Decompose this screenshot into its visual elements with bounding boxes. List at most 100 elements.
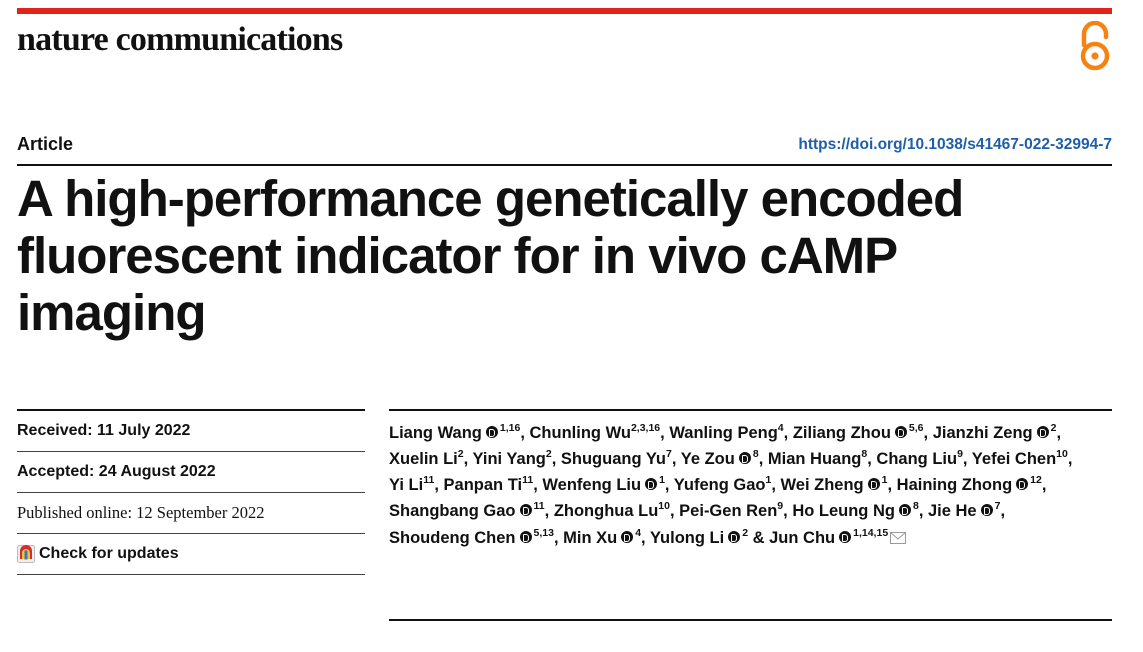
affiliation-superscript: 11 bbox=[533, 500, 545, 513]
author-separator: , bbox=[1041, 476, 1047, 495]
orcid-icon[interactable] bbox=[980, 504, 993, 517]
author-name-text: Jianzhi Zeng bbox=[932, 423, 1033, 442]
author-name[interactable]: Wanling Peng4, bbox=[669, 422, 788, 442]
author-name[interactable]: Jun Chu 1,14,15 bbox=[769, 527, 907, 547]
author-separator: , bbox=[544, 502, 550, 521]
author-name-text: Ziliang Zhou bbox=[792, 423, 891, 442]
author-name[interactable]: Yefei Chen10, bbox=[971, 449, 1073, 468]
author-separator: , bbox=[660, 423, 665, 442]
affiliation-superscript: 11 bbox=[522, 474, 534, 487]
affiliation-superscript: 2 bbox=[1050, 421, 1057, 434]
orcid-icon[interactable] bbox=[1016, 478, 1029, 491]
article-type-label: Article bbox=[17, 134, 74, 154]
author-name[interactable]: Ye Zou 8, bbox=[681, 447, 764, 468]
orcid-icon[interactable] bbox=[519, 504, 532, 517]
author-separator: , bbox=[434, 476, 439, 495]
orcid-icon[interactable] bbox=[867, 478, 880, 491]
orcid-icon[interactable] bbox=[738, 451, 751, 464]
affiliation-superscript: 5,13 bbox=[533, 526, 554, 539]
author-name[interactable]: Wei Zheng 1, bbox=[780, 474, 893, 495]
orcid-icon[interactable] bbox=[645, 478, 658, 491]
affiliation-superscript: 2 bbox=[545, 447, 552, 460]
affiliation-superscript: 5,6 bbox=[908, 421, 924, 434]
author-name[interactable]: Yini Yang2, bbox=[473, 447, 557, 468]
author-separator: , bbox=[962, 449, 968, 468]
author-name[interactable]: Shoudeng Chen 5,13, bbox=[389, 526, 559, 546]
divider bbox=[17, 491, 365, 493]
author-name-text: Pei-Gen Ren bbox=[679, 502, 778, 521]
affiliation-superscript: 11 bbox=[423, 474, 435, 487]
author-name-text: Panpan Ti bbox=[443, 476, 523, 495]
doi-link[interactable]: https://doi.org/10.1038/s41467-022-32994… bbox=[798, 136, 1112, 153]
author-separator: , bbox=[664, 476, 670, 495]
affiliation-superscript: 1 bbox=[881, 474, 888, 487]
author-separator: , bbox=[463, 449, 469, 468]
author-separator: , bbox=[1067, 449, 1073, 468]
orcid-icon[interactable] bbox=[621, 530, 634, 543]
author-name[interactable]: Chang Liu9, bbox=[876, 449, 968, 468]
author-name[interactable]: Mian Huang8, bbox=[767, 447, 872, 468]
author-name[interactable]: Ziliang Zhou 5,6, bbox=[792, 421, 929, 442]
author-name-text: Yi Li bbox=[389, 476, 424, 495]
author-name[interactable]: Pei-Gen Ren9, bbox=[679, 501, 788, 521]
journal-name[interactable]: nature communications bbox=[17, 21, 343, 58]
author-name-text: Yefei Chen bbox=[971, 449, 1057, 468]
email-icon[interactable] bbox=[890, 531, 907, 544]
author-name-text: Yufeng Gao bbox=[673, 476, 766, 495]
author-name[interactable]: Jie He 7, bbox=[928, 501, 1005, 521]
check-for-updates-label: Check for updates bbox=[39, 544, 179, 562]
author-name-text: Liang Wang bbox=[389, 423, 482, 442]
orcid-icon[interactable] bbox=[485, 425, 498, 438]
author-name-text: Wei Zheng bbox=[780, 476, 864, 495]
author-name-text: Chang Liu bbox=[876, 449, 958, 468]
article-history: Received: 11 July 2022 Accepted: 24 Augu… bbox=[17, 409, 365, 575]
author-name[interactable]: Min Xu 4, bbox=[563, 526, 646, 547]
affiliation-superscript: 12 bbox=[1030, 474, 1042, 487]
author-name-text: Jie He bbox=[928, 502, 977, 521]
author-name[interactable]: Chunling Wu2,3,16, bbox=[530, 422, 665, 442]
orcid-icon[interactable] bbox=[839, 530, 852, 543]
header-rule bbox=[17, 164, 1112, 166]
title-line-2: fluorescent indicator for in vivo cAMP bbox=[17, 227, 898, 284]
author-name-text: Wanling Peng bbox=[669, 423, 778, 442]
open-access-icon[interactable] bbox=[1078, 21, 1112, 73]
author-name[interactable]: Jianzhi Zeng 2, bbox=[932, 421, 1062, 442]
author-name[interactable]: Ho Leung Ng 8, bbox=[792, 500, 923, 520]
author-name[interactable]: Haining Zhong 12, bbox=[897, 474, 1047, 495]
author-name-text: Min Xu bbox=[563, 528, 618, 547]
author-separator: , bbox=[520, 423, 525, 442]
orcid-icon[interactable] bbox=[898, 504, 911, 517]
author-separator: , bbox=[1056, 423, 1062, 442]
title-line-3: imaging bbox=[17, 284, 207, 341]
affiliation-superscript: 8 bbox=[752, 447, 759, 460]
author-name[interactable]: Xuelin Li2, bbox=[389, 447, 469, 468]
check-for-updates-button[interactable]: Check for updates bbox=[17, 544, 179, 563]
orcid-icon[interactable] bbox=[894, 425, 907, 438]
author-separator: , bbox=[758, 449, 764, 468]
affiliation-superscript: 1,16 bbox=[499, 421, 521, 434]
affiliation-superscript: 10 bbox=[658, 500, 670, 513]
affiliation-superscript: 8 bbox=[861, 447, 868, 460]
author-name-text: Mian Huang bbox=[767, 449, 862, 468]
orcid-icon[interactable] bbox=[728, 530, 741, 543]
author-separator: , bbox=[923, 423, 929, 442]
author-name[interactable]: Shangbang Gao 11, bbox=[389, 500, 550, 521]
orcid-icon[interactable] bbox=[519, 530, 532, 543]
author-name-text: Yulong Li bbox=[649, 528, 725, 547]
affiliation-superscript: 4 bbox=[635, 526, 642, 539]
affiliation-superscript: 2 bbox=[457, 447, 464, 460]
author-name[interactable]: Panpan Ti11, bbox=[443, 474, 538, 495]
author-name-text: Shuguang Yu bbox=[560, 449, 667, 468]
author-separator: , bbox=[867, 449, 872, 468]
author-list: Liang Wang 1,16, Chunling Wu2,3,16, Wanli… bbox=[389, 409, 1112, 551]
author-name[interactable]: Liang Wang 1,16, bbox=[389, 421, 525, 442]
author-name[interactable]: Zhonghua Lu10, bbox=[554, 500, 675, 520]
orcid-icon[interactable] bbox=[1036, 425, 1049, 438]
authors-paragraph: Liang Wang 1,16, Chunling Wu2,3,16, Wanli… bbox=[389, 420, 1112, 551]
author-name[interactable]: Yi Li11, bbox=[389, 474, 439, 495]
affiliation-superscript: 8 bbox=[912, 500, 919, 513]
author-name[interactable]: Wenfeng Liu 1, bbox=[542, 475, 670, 495]
author-name[interactable]: Yufeng Gao1, bbox=[673, 475, 776, 495]
author-name[interactable]: Shuguang Yu7, bbox=[560, 449, 677, 468]
author-name[interactable]: Yulong Li 2 & bbox=[649, 527, 765, 547]
